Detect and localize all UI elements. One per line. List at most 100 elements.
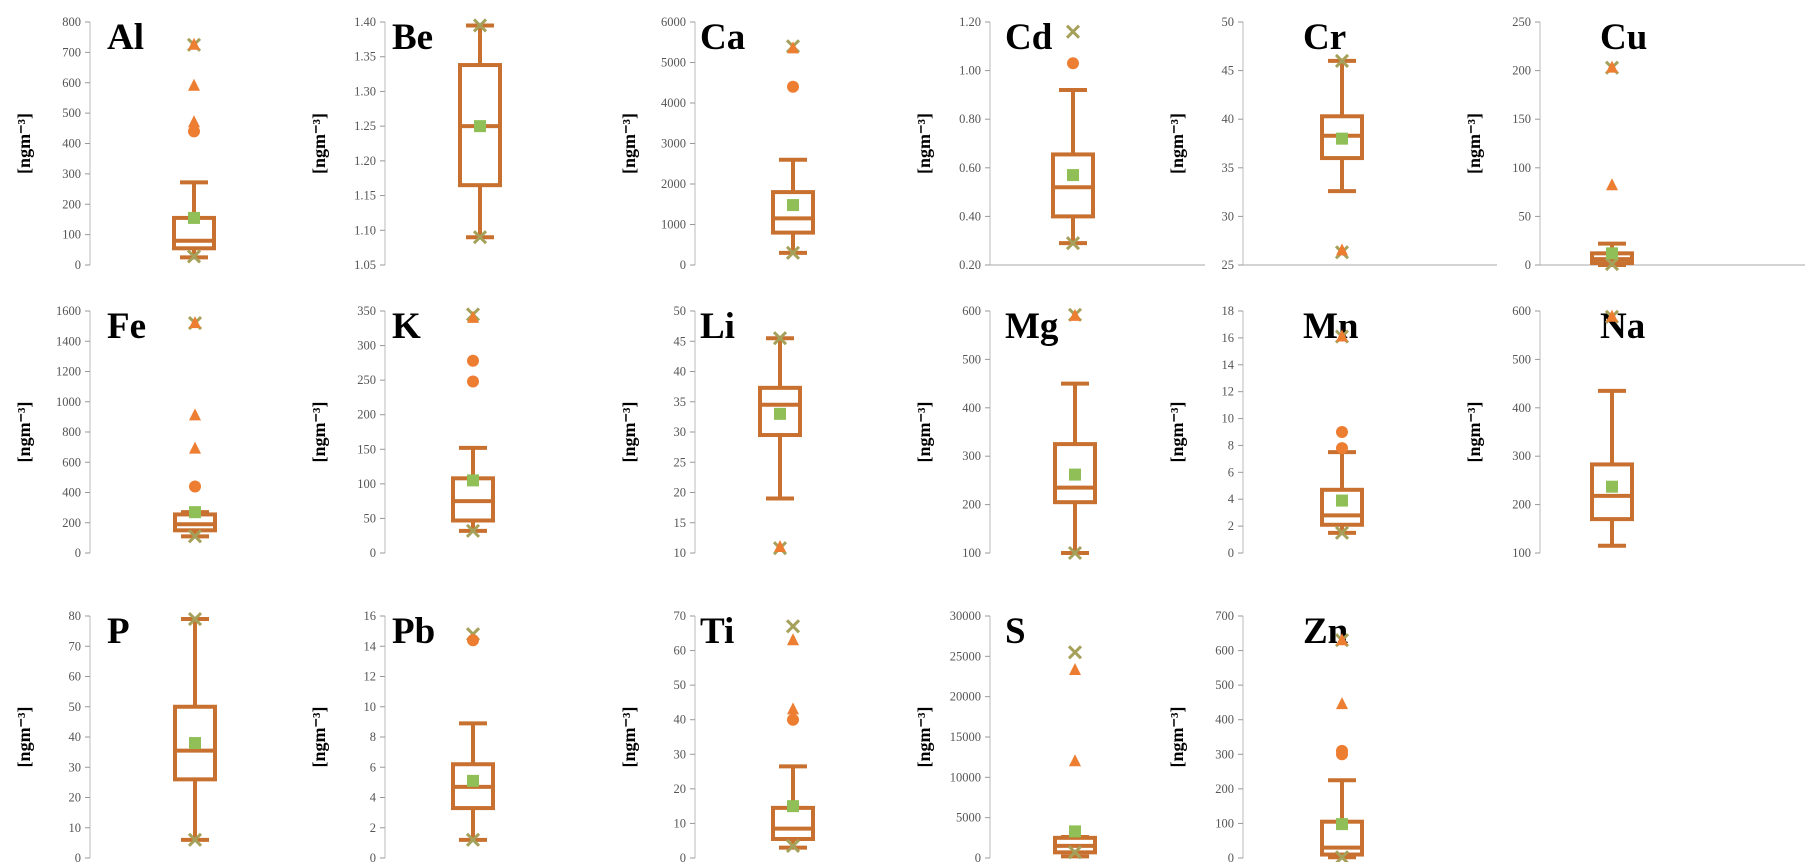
outlier-triangle — [1336, 697, 1348, 710]
y-tick-label: 0.20 — [959, 258, 981, 272]
y-axis-label: [ngm⁻³] — [619, 707, 639, 768]
mean-marker — [1336, 494, 1348, 507]
y-tick-label: 1000 — [661, 218, 686, 232]
chart-title: Zn — [1303, 611, 1349, 652]
y-tick-label: 0 — [975, 851, 981, 862]
y-tick-label: 200 — [962, 498, 981, 512]
y-tick-label: 350 — [357, 304, 376, 318]
outlier-cross — [1334, 525, 1350, 540]
y-tick-label: 10000 — [950, 770, 981, 784]
y-tick-label: 300 — [357, 339, 376, 353]
y-tick-label: 500 — [62, 106, 81, 120]
y-tick-label: 6000 — [661, 15, 686, 29]
outlier-triangle — [467, 310, 479, 323]
y-axis-label: [ngm⁻³] — [914, 707, 934, 768]
y-tick-label: 25 — [674, 455, 687, 469]
y-tick-label: 12 — [1222, 385, 1235, 399]
mean-marker — [1606, 247, 1618, 260]
y-tick-label: 4 — [370, 791, 377, 805]
y-tick-label: 250 — [357, 373, 376, 387]
outlier-triangle — [188, 37, 200, 50]
y-tick-label: 80 — [69, 609, 82, 623]
y-tick-label: 300 — [962, 449, 981, 463]
y-tick-label: 70 — [69, 639, 82, 653]
y-tick-label: 50 — [674, 304, 687, 318]
mean-marker — [189, 737, 201, 750]
y-tick-label: 100 — [962, 546, 981, 560]
chart-panel-cu: 0 50 100 150 200 250 [ngm⁻³] Cu — [1464, 15, 1805, 272]
y-tick-label: 4000 — [661, 96, 686, 110]
y-tick-label: 12 — [364, 670, 377, 684]
y-tick-label: 2 — [1228, 519, 1234, 533]
outlier-cross — [1067, 845, 1083, 860]
y-tick-label: 1.00 — [959, 64, 981, 78]
mean-marker — [1069, 468, 1081, 481]
y-tick-label: 600 — [962, 304, 981, 318]
y-tick-label: 700 — [62, 45, 81, 59]
y-tick-label: 300 — [62, 167, 81, 181]
chart-title: Li — [700, 306, 735, 347]
y-tick-label: 400 — [1512, 401, 1531, 415]
chart-title: Mn — [1303, 306, 1359, 347]
y-tick-label: 10 — [674, 816, 687, 830]
iqr-box — [771, 805, 815, 841]
mean-marker — [1067, 169, 1079, 182]
y-tick-label: 4 — [1228, 492, 1235, 506]
outlier-cross — [186, 249, 202, 264]
chart-panel-fe: 0 200 400 600 800 1000 1200 1400 1600 [ngm⁻³] Fe — [14, 304, 217, 560]
chart-panel-pb: 0 2 4 6 8 10 12 14 16 [ngm⁻³] Pb — [309, 609, 495, 862]
iqr-box — [1053, 442, 1097, 505]
outlier-circle — [188, 125, 200, 138]
y-tick-label: 5000 — [956, 811, 981, 825]
y-tick-label: 1200 — [56, 365, 81, 379]
iqr-box — [173, 704, 217, 782]
y-tick-label: 600 — [62, 455, 81, 469]
outlier-triangle — [188, 78, 200, 91]
outlier-circle — [787, 713, 799, 726]
chart-panel-ti: 0 10 20 30 40 50 60 70 [ngm⁻³] Ti — [619, 609, 815, 862]
y-tick-label: 40 — [1222, 112, 1235, 126]
mean-marker — [787, 199, 799, 212]
y-tick-label: 6 — [370, 760, 376, 774]
y-tick-label: 3000 — [661, 137, 686, 151]
outlier-cross — [472, 18, 488, 33]
y-tick-label: 1.15 — [354, 189, 376, 203]
chart-panel-k: 0 50 100 150 200 250 300 350 [ngm⁻³] K — [309, 304, 495, 560]
y-tick-label: 20 — [69, 791, 82, 805]
y-tick-label: 16 — [1222, 331, 1235, 345]
mean-marker — [1606, 480, 1618, 493]
chart-title: Cd — [1005, 17, 1053, 58]
outlier-triangle — [189, 408, 201, 421]
outlier-circle — [1336, 748, 1348, 761]
outlier-cross — [187, 832, 203, 847]
y-tick-label: 200 — [1512, 498, 1531, 512]
y-tick-label: 50 — [1519, 209, 1532, 223]
y-tick-label: 800 — [62, 15, 81, 29]
outlier-cross — [772, 331, 788, 346]
y-tick-label: 200 — [62, 197, 81, 211]
outlier-cross — [1604, 256, 1620, 272]
chart-panel-cd: 0.20 0.40 0.60 0.80 1.00 1.20 [ngm⁻³] Cd — [914, 15, 1205, 272]
outlier-circle — [1336, 426, 1348, 438]
y-tick-label: 200 — [62, 516, 81, 530]
y-axis-label: [ngm⁻³] — [914, 113, 934, 174]
y-tick-label: 700 — [1215, 609, 1234, 623]
y-tick-label: 18 — [1222, 304, 1235, 318]
y-axis-label: [ngm⁻³] — [1464, 402, 1484, 463]
outlier-cross — [1334, 53, 1350, 68]
y-tick-label: 10 — [674, 546, 687, 560]
y-axis-label: [ngm⁻³] — [14, 402, 34, 463]
mean-marker — [474, 120, 486, 133]
y-tick-label: 100 — [1215, 816, 1234, 830]
y-tick-label: 1.10 — [354, 223, 376, 237]
mean-marker — [1336, 818, 1348, 831]
outlier-triangle — [189, 441, 201, 454]
y-tick-label: 45 — [674, 334, 687, 348]
y-tick-label: 800 — [62, 425, 81, 439]
iqr-box — [1320, 487, 1364, 527]
y-tick-label: 0 — [1525, 258, 1531, 272]
chart-panel-s: 0 5000 10000 15000 20000 25000 30000 [ngm⁻³] S — [914, 609, 1097, 862]
outlier-circle — [1336, 442, 1348, 455]
